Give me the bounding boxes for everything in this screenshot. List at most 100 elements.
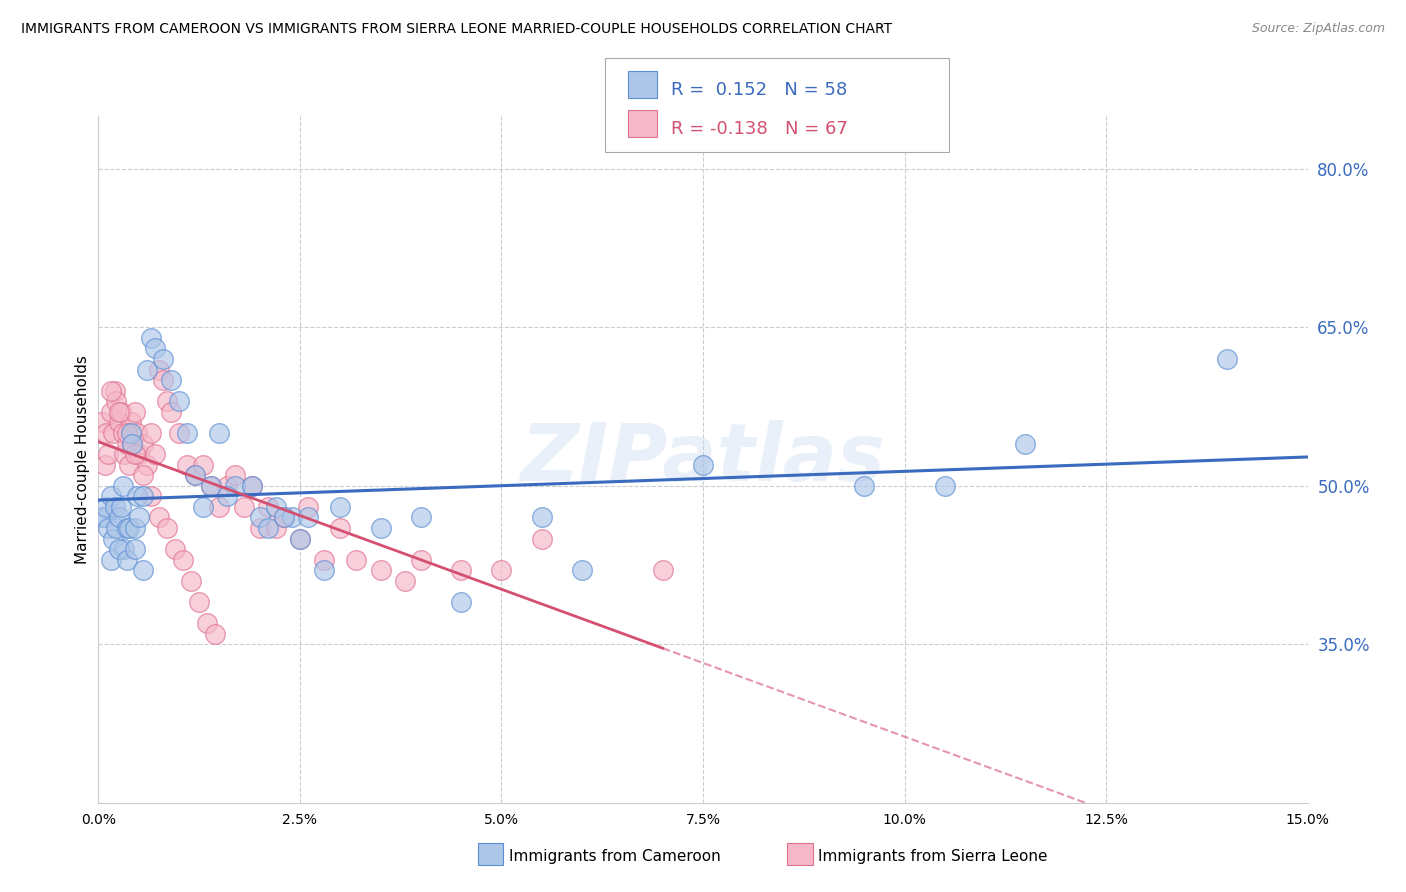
- Point: [96, 425, 118, 440]
- Point: [281, 510, 304, 524]
- Point: [370, 563, 392, 577]
- Point: [152, 351, 174, 366]
- Point: [103, 384, 125, 398]
- Point: [91, 510, 114, 524]
- Point: [143, 447, 166, 461]
- Point: [103, 500, 125, 514]
- Point: [107, 405, 129, 419]
- Point: [127, 425, 149, 440]
- Point: [111, 479, 134, 493]
- Point: [692, 458, 714, 472]
- Point: [491, 563, 513, 577]
- Point: [132, 563, 155, 577]
- Point: [193, 458, 215, 472]
- Point: [193, 500, 215, 514]
- Point: [135, 362, 157, 376]
- Point: [249, 521, 271, 535]
- Point: [571, 563, 593, 577]
- Text: Immigrants from Sierra Leone: Immigrants from Sierra Leone: [818, 849, 1047, 863]
- Point: [394, 574, 416, 588]
- Point: [1216, 351, 1239, 366]
- Point: [450, 595, 472, 609]
- Point: [160, 373, 183, 387]
- Point: [156, 394, 179, 409]
- Point: [107, 416, 129, 430]
- Point: [128, 510, 150, 524]
- Point: [124, 521, 146, 535]
- Point: [297, 500, 319, 514]
- Point: [121, 436, 143, 450]
- Point: [184, 468, 207, 483]
- Point: [288, 532, 311, 546]
- Point: [240, 479, 263, 493]
- Point: [160, 405, 183, 419]
- Point: [111, 425, 134, 440]
- Point: [195, 616, 218, 631]
- Point: [127, 489, 149, 503]
- Point: [101, 532, 124, 546]
- Point: [156, 521, 179, 535]
- Point: [96, 500, 118, 514]
- Point: [115, 553, 138, 567]
- Point: [148, 510, 170, 524]
- Point: [118, 458, 141, 472]
- Y-axis label: Married-couple Households: Married-couple Households: [75, 355, 90, 564]
- Point: [152, 373, 174, 387]
- Text: Immigrants from Cameroon: Immigrants from Cameroon: [509, 849, 721, 863]
- Point: [167, 425, 190, 440]
- Point: [314, 563, 336, 577]
- Point: [1014, 436, 1036, 450]
- Point: [143, 342, 166, 356]
- Point: [110, 405, 132, 419]
- Point: [188, 595, 211, 609]
- Point: [100, 489, 122, 503]
- Point: [139, 425, 162, 440]
- Point: [409, 553, 432, 567]
- Point: [314, 553, 336, 567]
- Text: R = -0.138   N = 67: R = -0.138 N = 67: [671, 120, 848, 138]
- Point: [172, 553, 194, 567]
- Point: [94, 510, 117, 524]
- Point: [167, 394, 190, 409]
- Point: [139, 489, 162, 503]
- Point: [105, 394, 128, 409]
- Point: [224, 468, 246, 483]
- Point: [97, 521, 120, 535]
- Point: [208, 500, 231, 514]
- Point: [176, 458, 198, 472]
- Point: [249, 510, 271, 524]
- Text: Source: ZipAtlas.com: Source: ZipAtlas.com: [1251, 22, 1385, 36]
- Point: [115, 436, 138, 450]
- Text: ZIPatlas: ZIPatlas: [520, 420, 886, 499]
- Point: [853, 479, 876, 493]
- Point: [120, 425, 142, 440]
- Point: [101, 425, 124, 440]
- Point: [204, 626, 226, 640]
- Point: [180, 574, 202, 588]
- Point: [91, 416, 114, 430]
- Point: [107, 510, 129, 524]
- Point: [217, 489, 239, 503]
- Point: [530, 510, 553, 524]
- Point: [409, 510, 432, 524]
- Text: IMMIGRANTS FROM CAMEROON VS IMMIGRANTS FROM SIERRA LEONE MARRIED-COUPLE HOUSEHOL: IMMIGRANTS FROM CAMEROON VS IMMIGRANTS F…: [21, 22, 893, 37]
- Point: [208, 425, 231, 440]
- Point: [163, 542, 186, 557]
- Point: [200, 479, 222, 493]
- Point: [107, 542, 129, 557]
- Point: [934, 479, 956, 493]
- Point: [132, 468, 155, 483]
- Point: [176, 425, 198, 440]
- Point: [184, 468, 207, 483]
- Point: [128, 447, 150, 461]
- Point: [139, 331, 162, 345]
- Point: [115, 521, 138, 535]
- Point: [370, 521, 392, 535]
- Point: [232, 500, 254, 514]
- Point: [97, 447, 120, 461]
- Point: [100, 405, 122, 419]
- Point: [256, 521, 278, 535]
- Point: [651, 563, 673, 577]
- Point: [148, 362, 170, 376]
- Point: [450, 563, 472, 577]
